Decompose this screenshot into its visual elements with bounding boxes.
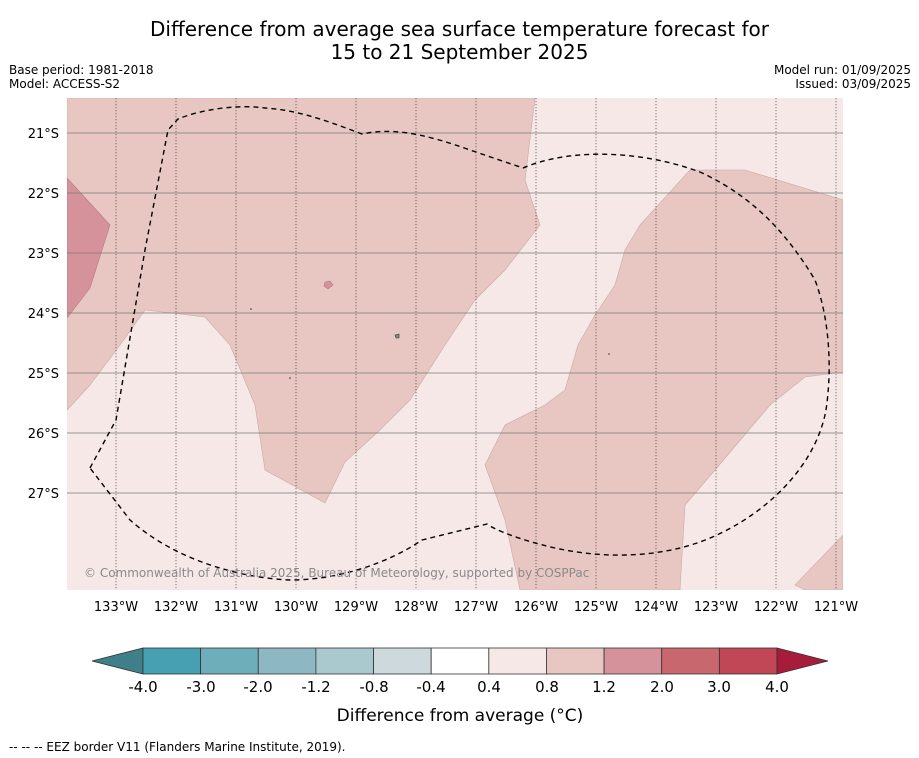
colorbar-cell	[430, 647, 490, 675]
longitude-labels: 133°W 132°W 131°W 130°W 129°W 128°W 127°…	[94, 600, 858, 615]
anomaly-region-1.2-2.0-speck	[323, 280, 334, 290]
lon-label-126w: 126°W	[514, 600, 558, 615]
anomaly-dot	[289, 377, 291, 379]
lat-label-25s: 25°S	[28, 367, 59, 382]
colorbar-extend-high	[776, 647, 829, 675]
colorbar-tick-label: -3.0	[186, 678, 215, 696]
sst-anomaly-map: © Commonwealth of Australia 2025, Bureau…	[67, 98, 843, 590]
anomaly-dot	[608, 353, 610, 355]
anomaly-dot	[250, 308, 252, 310]
colorbar-tick-label: -1.2	[301, 678, 330, 696]
colorbar-tick-label: 0.4	[477, 678, 501, 696]
issued-date: Issued: 03/09/2025	[795, 77, 911, 91]
colorbar-cell	[661, 647, 720, 675]
colorbar-cell	[718, 647, 778, 675]
lon-label-125w: 125°W	[574, 600, 618, 615]
colorbar-tick-label: -2.0	[243, 678, 272, 696]
colorbar-cell	[603, 647, 663, 675]
colorbar-tick-label: 4.0	[765, 678, 789, 696]
colorbar-cell	[315, 647, 374, 675]
lon-label-123w: 123°W	[694, 600, 738, 615]
colorbar-label: Difference from average (°C)	[337, 706, 584, 726]
lon-label-122w: 122°W	[754, 600, 798, 615]
colorbar-tick-label: 1.2	[592, 678, 616, 696]
colorbar-cell	[488, 647, 547, 675]
lat-label-27s: 27°S	[28, 487, 59, 502]
colorbar-cell	[200, 647, 259, 675]
meta-right: Model run: 01/09/2025 Issued: 03/09/2025	[774, 63, 911, 91]
colorbar-extend-low	[91, 647, 144, 675]
lat-label-22s: 22°S	[28, 187, 59, 202]
colorbar-tick-label: 3.0	[707, 678, 731, 696]
gridlines-latitude	[67, 132, 843, 494]
lon-label-129w: 129°W	[334, 600, 378, 615]
colorbar-cells	[91, 647, 829, 675]
lat-label-23s: 23°S	[28, 247, 59, 262]
chart-title: Difference from average sea surface temp…	[0, 18, 919, 64]
base-period: Base period: 1981-2018	[9, 63, 154, 77]
colorbar-tick-label: 2.0	[650, 678, 674, 696]
lon-label-127w: 127°W	[454, 600, 498, 615]
anomaly-region-1.2-2.0-west	[67, 177, 111, 319]
title-line-1: Difference from average sea surface temp…	[149, 17, 769, 41]
colorbar-tick-labels: -4.0 -3.0 -2.0 -1.2 -0.8 -0.4 0.4 0.8 1.…	[128, 678, 789, 696]
lat-label-24s: 24°S	[28, 307, 59, 322]
meta-left: Base period: 1981-2018 Model: ACCESS-S2	[9, 63, 154, 91]
colorbar: -4.0 -3.0 -2.0 -1.2 -0.8 -0.4 0.4 0.8 1.…	[91, 647, 829, 726]
lon-label-124w: 124°W	[634, 600, 678, 615]
anomaly-region-0.8-1.2-east	[484, 169, 843, 590]
anomaly-region-0.8-1.2-north	[67, 98, 541, 504]
title-line-2: 15 to 21 September 2025	[330, 40, 589, 64]
copyright-notice: © Commonwealth of Australia 2025, Bureau…	[84, 566, 589, 580]
colorbar-tick-label: -4.0	[128, 678, 157, 696]
colorbar-tick-label: -0.4	[416, 678, 445, 696]
lon-label-121w: 121°W	[814, 600, 858, 615]
model-name: Model: ACCESS-S2	[9, 77, 121, 91]
colorbar-tick-label: -0.8	[359, 678, 388, 696]
anomaly-region-0.8-1.2-southeast	[794, 534, 843, 590]
lon-label-128w: 128°W	[394, 600, 438, 615]
colorbar-cell	[373, 647, 432, 675]
lat-label-26s: 26°S	[28, 427, 59, 442]
eez-border	[89, 106, 830, 581]
anomaly-speck	[394, 333, 400, 339]
latitude-labels: 21°S 22°S 23°S 24°S 25°S 26°S 27°S	[28, 127, 59, 502]
colorbar-cell	[546, 647, 605, 675]
lon-label-130w: 130°W	[274, 600, 318, 615]
lon-label-132w: 132°W	[154, 600, 198, 615]
eez-border-footnote: -- -- -- EEZ border V11 (Flanders Marine…	[9, 740, 346, 754]
lon-label-131w: 131°W	[214, 600, 258, 615]
lon-label-133w: 133°W	[94, 600, 138, 615]
colorbar-cell	[142, 647, 202, 675]
model-run: Model run: 01/09/2025	[773, 63, 911, 77]
lat-label-21s: 21°S	[28, 127, 59, 142]
colorbar-tick-label: 0.8	[535, 678, 559, 696]
colorbar-cell	[257, 647, 317, 675]
